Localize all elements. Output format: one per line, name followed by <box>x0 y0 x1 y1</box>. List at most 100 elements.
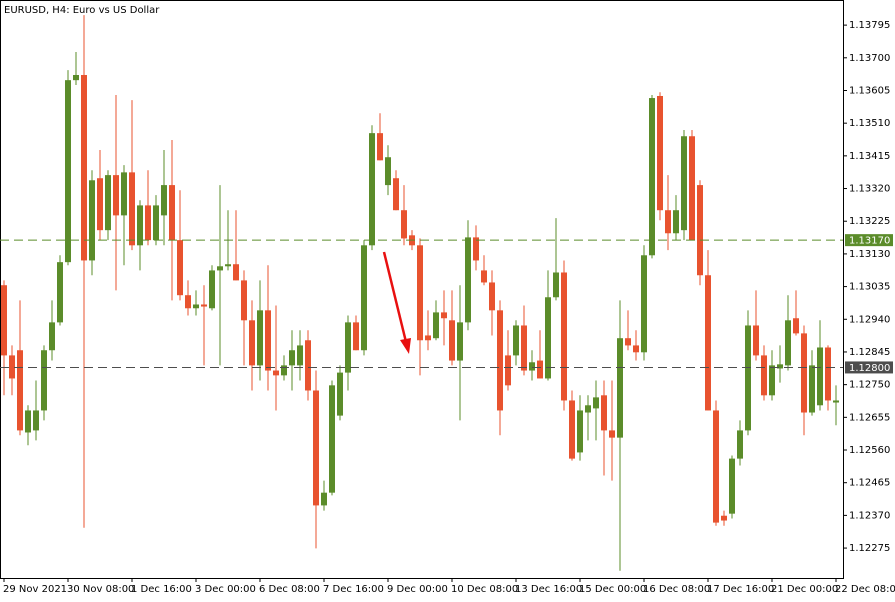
candle-body <box>449 320 455 361</box>
x-tick-label: 9 Dec 00:00 <box>387 584 448 595</box>
x-tick-label: 1 Dec 16:00 <box>131 584 192 595</box>
candle-body <box>713 410 719 523</box>
candle-body <box>305 340 311 391</box>
candle-body <box>673 210 679 234</box>
candle-body <box>441 312 447 319</box>
x-tick-label: 15 Dec 00:00 <box>579 584 646 595</box>
x-tick-label: 21 Dec 00:00 <box>771 584 838 595</box>
candle-body <box>153 205 159 241</box>
y-tick-label: 1.13320 <box>849 184 890 195</box>
candle-body <box>97 178 103 231</box>
y-tick-label: 1.13700 <box>849 53 890 64</box>
candle-body <box>513 325 519 356</box>
candle-body <box>617 338 623 438</box>
candle-body <box>809 365 815 413</box>
candle-body <box>481 270 487 283</box>
candle-body <box>233 264 239 281</box>
candle-body <box>129 172 135 246</box>
y-tick-label: 1.12655 <box>849 412 890 423</box>
candle-body <box>289 350 295 366</box>
candle-body <box>505 355 511 386</box>
candle-body <box>1 285 7 356</box>
x-tick-label: 13 Dec 16:00 <box>515 584 582 595</box>
candle-body <box>225 264 231 267</box>
candle-body <box>553 272 559 298</box>
candle-body <box>393 178 399 211</box>
candle-body <box>17 350 23 431</box>
y-tick-label: 1.13510 <box>849 118 890 129</box>
candle-body <box>265 310 271 371</box>
candle-body <box>769 365 775 396</box>
y-tick-label: 1.13130 <box>849 249 890 260</box>
candle-body <box>401 210 407 239</box>
y-tick-label: 1.13605 <box>849 85 890 96</box>
candle-body <box>633 345 639 353</box>
arrow-shaft <box>382 251 408 343</box>
candle-body <box>377 133 383 161</box>
x-tick-label: 6 Dec 08:00 <box>259 584 320 595</box>
candle-body <box>793 318 799 334</box>
candle-body <box>545 297 551 379</box>
candle-body <box>217 266 223 271</box>
candle-body <box>609 430 615 438</box>
y-tick-label: 1.13225 <box>849 216 890 227</box>
candle-body <box>689 136 695 241</box>
candle-body <box>241 280 247 321</box>
candle-body <box>729 458 735 514</box>
y-tick-label: 1.12370 <box>849 510 890 521</box>
candle-body <box>9 355 15 379</box>
candle-body <box>385 157 391 186</box>
candle-body <box>169 185 175 241</box>
candle-body <box>433 312 439 339</box>
y-tick-label: 1.12845 <box>849 347 890 358</box>
candle-body <box>73 75 79 81</box>
candle-body <box>457 322 463 361</box>
y-tick-label: 1.13795 <box>849 20 890 31</box>
candle-body <box>625 338 631 346</box>
x-tick-label: 3 Dec 00:00 <box>195 584 256 595</box>
candle-body <box>473 237 479 261</box>
x-tick-label: 30 Nov 08:00 <box>67 584 134 595</box>
candle-body <box>361 245 367 351</box>
candle-body <box>49 322 55 351</box>
candle-body <box>529 362 535 371</box>
x-tick-label: 10 Dec 08:00 <box>451 584 518 595</box>
candle-body <box>777 364 783 369</box>
candle-body <box>705 275 711 411</box>
y-tick-label: 1.12275 <box>849 543 890 554</box>
candle-body <box>273 370 279 376</box>
candle-body <box>281 365 287 376</box>
candle-body <box>113 175 119 216</box>
candle-body <box>41 350 47 411</box>
level-label-box <box>845 234 893 247</box>
candle-body <box>665 210 671 234</box>
y-tick-label: 1.12940 <box>849 314 890 325</box>
candle-body <box>417 245 423 341</box>
candle-body <box>145 205 151 241</box>
candle-body <box>369 133 375 246</box>
candle-body <box>561 272 567 401</box>
candle-body <box>761 355 767 396</box>
y-tick-label: 1.12750 <box>849 380 890 391</box>
level-label: 1.12800 <box>849 363 890 374</box>
y-tick-label: 1.13415 <box>849 151 890 162</box>
level-label: 1.13170 <box>849 236 890 247</box>
candle-body <box>249 320 255 366</box>
candle-body <box>161 185 167 216</box>
y-tick-label: 1.12465 <box>849 478 890 489</box>
level-label-box <box>845 361 893 374</box>
candle-body <box>745 325 751 431</box>
candle-body <box>57 262 63 323</box>
candle-body <box>521 325 527 371</box>
candle-body <box>321 492 327 506</box>
candle-body <box>257 310 263 366</box>
candle-body <box>209 270 215 309</box>
candle-body <box>465 237 471 323</box>
candle-body <box>657 95 663 211</box>
x-tick-label: 7 Dec 16:00 <box>323 584 384 595</box>
candle-body <box>825 347 831 401</box>
arrow-head <box>400 338 411 354</box>
candle-body <box>601 395 607 431</box>
candle-body <box>593 397 599 409</box>
